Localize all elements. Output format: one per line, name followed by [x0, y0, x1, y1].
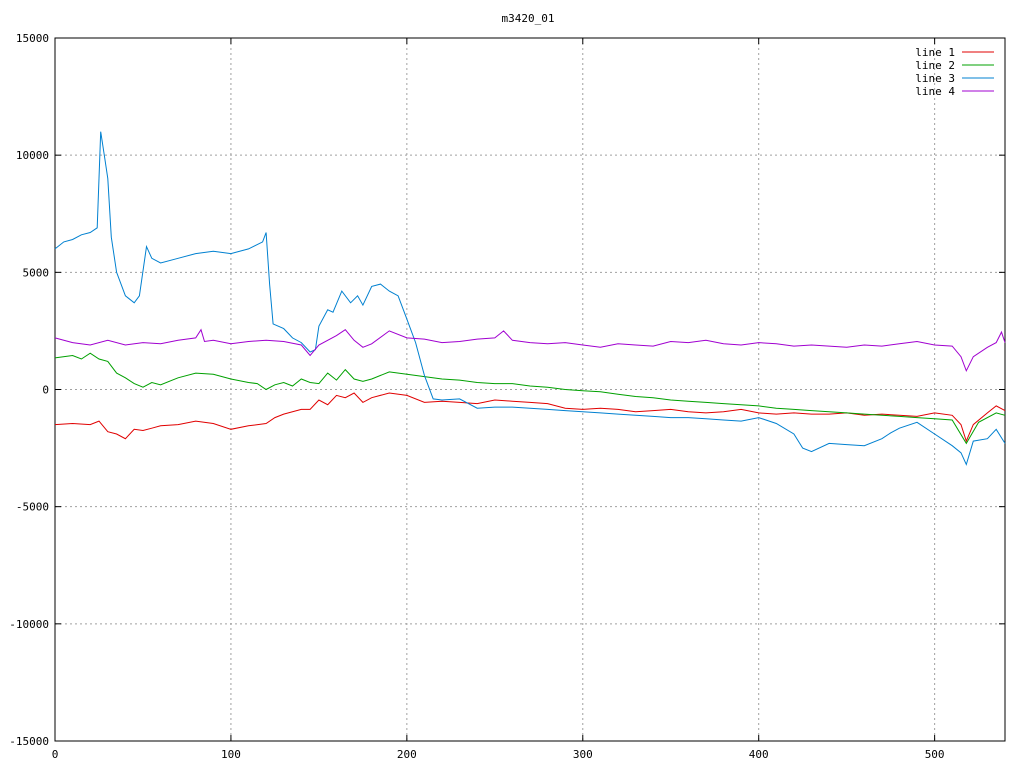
y-tick-label: 15000 — [16, 32, 49, 45]
y-tick-label: 10000 — [16, 149, 49, 162]
series-line-4 — [54, 328, 1006, 373]
x-tick-label: 100 — [221, 748, 241, 761]
x-tick-label: 500 — [925, 748, 945, 761]
series-line-3 — [54, 131, 1006, 466]
series-lines — [54, 131, 1006, 466]
grid — [55, 38, 1005, 741]
y-tick-label: 5000 — [23, 266, 50, 279]
x-tick-label: 200 — [397, 748, 417, 761]
series-line-1 — [54, 392, 1006, 443]
x-tick-label: 400 — [749, 748, 769, 761]
y-tick-label: -10000 — [9, 618, 49, 631]
x-tick-label: 300 — [573, 748, 593, 761]
legend-label-2: line 2 — [915, 59, 955, 72]
legend-label-3: line 3 — [915, 72, 955, 85]
x-tick-label: 0 — [52, 748, 59, 761]
y-tick-label: -5000 — [16, 501, 49, 514]
y-tick-label: -15000 — [9, 735, 49, 748]
y-tick-label: 0 — [42, 384, 49, 397]
series-line-2 — [54, 352, 1006, 445]
legend-label-1: line 1 — [915, 46, 955, 59]
axis-ticks: 0 100 200 300 400 500 -15000 -10000 -5000 0 5000 10… — [9, 32, 1005, 761]
legend-label-4: line 4 — [915, 85, 955, 98]
chart-title: m3420_01 — [502, 12, 555, 25]
